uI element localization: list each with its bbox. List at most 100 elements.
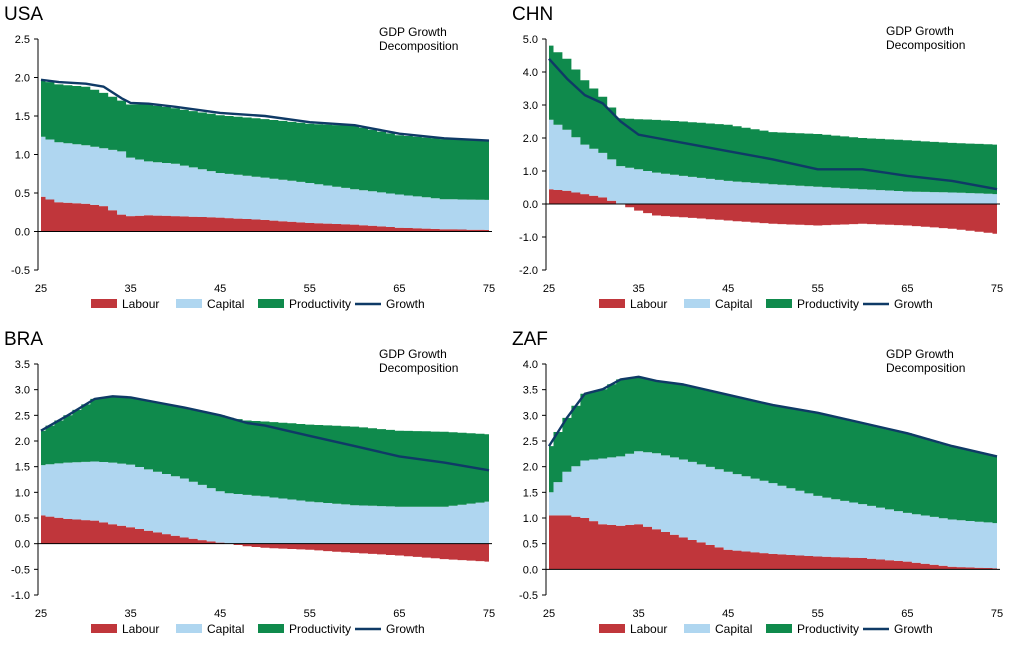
y-tick-label: -2.0 bbox=[519, 265, 538, 277]
y-tick-label: 3.0 bbox=[523, 100, 538, 112]
legend: Labour Capital Productivity Growth bbox=[599, 622, 933, 636]
legend-item-labour: Labour bbox=[599, 297, 667, 311]
labour-area bbox=[549, 515, 997, 570]
legend-swatch bbox=[684, 624, 710, 633]
legend-item-growth: Growth bbox=[863, 622, 933, 636]
x-tick-label: 65 bbox=[393, 283, 405, 295]
legend-label: Productivity bbox=[797, 622, 859, 636]
legend-item-capital: Capital bbox=[176, 297, 244, 311]
capital-area bbox=[41, 136, 489, 230]
x-tick-label: 35 bbox=[124, 608, 136, 620]
chart-panel-usa: USA GDP Growth Decomposition 2.5 2.0 1.5 1.… bbox=[0, 0, 500, 325]
legend-item-growth: Growth bbox=[355, 622, 425, 636]
capital-area bbox=[41, 461, 489, 544]
legend-label: Labour bbox=[630, 297, 667, 311]
country-title: CHN bbox=[512, 4, 554, 25]
legend-swatch bbox=[766, 624, 792, 633]
legend-label: Productivity bbox=[289, 622, 351, 636]
y-tick-label: 0.5 bbox=[523, 539, 538, 551]
growth-line bbox=[547, 375, 998, 458]
stacked-areas bbox=[41, 396, 489, 562]
legend-label: Growth bbox=[894, 297, 933, 311]
subtitle-line-1: GDP Growth bbox=[886, 347, 954, 361]
labour-area bbox=[549, 189, 997, 234]
growth-line bbox=[548, 57, 998, 191]
x-tick-label: 45 bbox=[214, 283, 226, 295]
labour-area bbox=[41, 515, 489, 562]
chart-svg: 2.5 2.0 1.5 1.0 0.5 0.0 -0.5 25 35 45 55 65 75 Labour… bbox=[11, 34, 495, 311]
y-tick-label: 1.0 bbox=[523, 513, 538, 525]
chart-panel-bra: BRA GDP Growth Decomposition 3.5 3.0 2.5 2.… bbox=[0, 325, 500, 650]
x-tick-label: 75 bbox=[483, 283, 495, 295]
x-tick-label: 25 bbox=[543, 608, 555, 620]
stacked-areas bbox=[41, 79, 489, 232]
chart-subtitle: GDP Growth Decomposition bbox=[379, 25, 499, 53]
y-tick-label: 2.0 bbox=[523, 133, 538, 145]
chart-panel-zaf: ZAF GDP Growth Decomposition 4.0 3.5 3.0 2.… bbox=[508, 325, 1008, 650]
x-tick-label: 35 bbox=[632, 608, 644, 620]
productivity-area bbox=[41, 79, 489, 200]
legend-swatch bbox=[176, 624, 202, 633]
legend-item-growth: Growth bbox=[863, 297, 933, 311]
legend-item-productivity: Productivity bbox=[766, 622, 859, 636]
chart-subtitle: GDP Growth Decomposition bbox=[886, 24, 1006, 52]
legend-swatch bbox=[258, 624, 284, 633]
x-tick-label: 45 bbox=[214, 608, 226, 620]
country-title: USA bbox=[4, 4, 44, 25]
legend-item-capital: Capital bbox=[684, 297, 752, 311]
y-tick-label: 3.5 bbox=[15, 359, 30, 371]
y-tick-label: 5.0 bbox=[523, 34, 538, 46]
stacked-areas bbox=[549, 376, 997, 570]
subtitle-line-2: Decomposition bbox=[379, 361, 459, 375]
legend-item-labour: Labour bbox=[91, 622, 159, 636]
x-tick-label: 65 bbox=[901, 608, 913, 620]
chart-svg: 3.5 3.0 2.5 2.0 1.5 1.0 0.5 0.0 -0.5 -1.0 25 35 45 55… bbox=[11, 359, 495, 636]
y-tick-label: 3.0 bbox=[15, 385, 30, 397]
subtitle-line-2: Decomposition bbox=[886, 38, 966, 52]
legend-item-labour: Labour bbox=[599, 622, 667, 636]
y-tick-label: 1.5 bbox=[15, 462, 30, 474]
y-tick-label: -0.5 bbox=[11, 564, 30, 576]
x-tick-label: 65 bbox=[393, 608, 405, 620]
legend-swatch bbox=[684, 299, 710, 308]
chart-subtitle: GDP Growth Decomposition bbox=[379, 347, 499, 375]
legend-item-capital: Capital bbox=[684, 622, 752, 636]
y-tick-label: 1.0 bbox=[15, 487, 30, 499]
y-tick-label: 3.0 bbox=[523, 410, 538, 422]
y-tick-label: 4.0 bbox=[523, 359, 538, 371]
x-tick-label: 75 bbox=[483, 608, 495, 620]
legend-item-productivity: Productivity bbox=[766, 297, 859, 311]
growth-line bbox=[40, 395, 490, 472]
y-tick-label: 0.0 bbox=[523, 199, 538, 211]
legend-label: Capital bbox=[715, 297, 752, 311]
y-tick-label: -0.5 bbox=[519, 590, 538, 602]
subtitle-line-1: GDP Growth bbox=[379, 347, 447, 361]
productivity-area bbox=[41, 396, 489, 507]
subtitle-line-1: GDP Growth bbox=[886, 24, 954, 38]
y-tick-label: 2.0 bbox=[15, 436, 30, 448]
productivity-area bbox=[549, 45, 997, 195]
x-tick-label: 25 bbox=[35, 608, 47, 620]
x-tick-label: 25 bbox=[543, 283, 555, 295]
y-tick-label: 3.5 bbox=[523, 385, 538, 397]
legend-swatch bbox=[176, 299, 202, 308]
subtitle-line-2: Decomposition bbox=[379, 39, 459, 53]
y-tick-label: 1.0 bbox=[15, 150, 30, 162]
x-tick-label: 35 bbox=[124, 283, 136, 295]
x-tick-label: 45 bbox=[722, 283, 734, 295]
legend-label: Growth bbox=[386, 622, 425, 636]
legend-label: Labour bbox=[122, 297, 159, 311]
legend: Labour Capital Productivity Growth bbox=[91, 297, 425, 311]
legend-item-productivity: Productivity bbox=[258, 622, 351, 636]
x-tick-label: 75 bbox=[991, 283, 1003, 295]
x-tick-label: 65 bbox=[901, 283, 913, 295]
y-tick-label: 2.5 bbox=[523, 436, 538, 448]
subtitle-line-1: GDP Growth bbox=[379, 25, 447, 39]
x-tick-label: 55 bbox=[304, 608, 316, 620]
x-tick-label: 45 bbox=[722, 608, 734, 620]
legend-label: Productivity bbox=[797, 297, 859, 311]
y-tick-label: -0.5 bbox=[11, 265, 30, 277]
labour-area bbox=[41, 196, 489, 232]
legend-item-labour: Labour bbox=[91, 297, 159, 311]
legend-swatch bbox=[766, 299, 792, 308]
